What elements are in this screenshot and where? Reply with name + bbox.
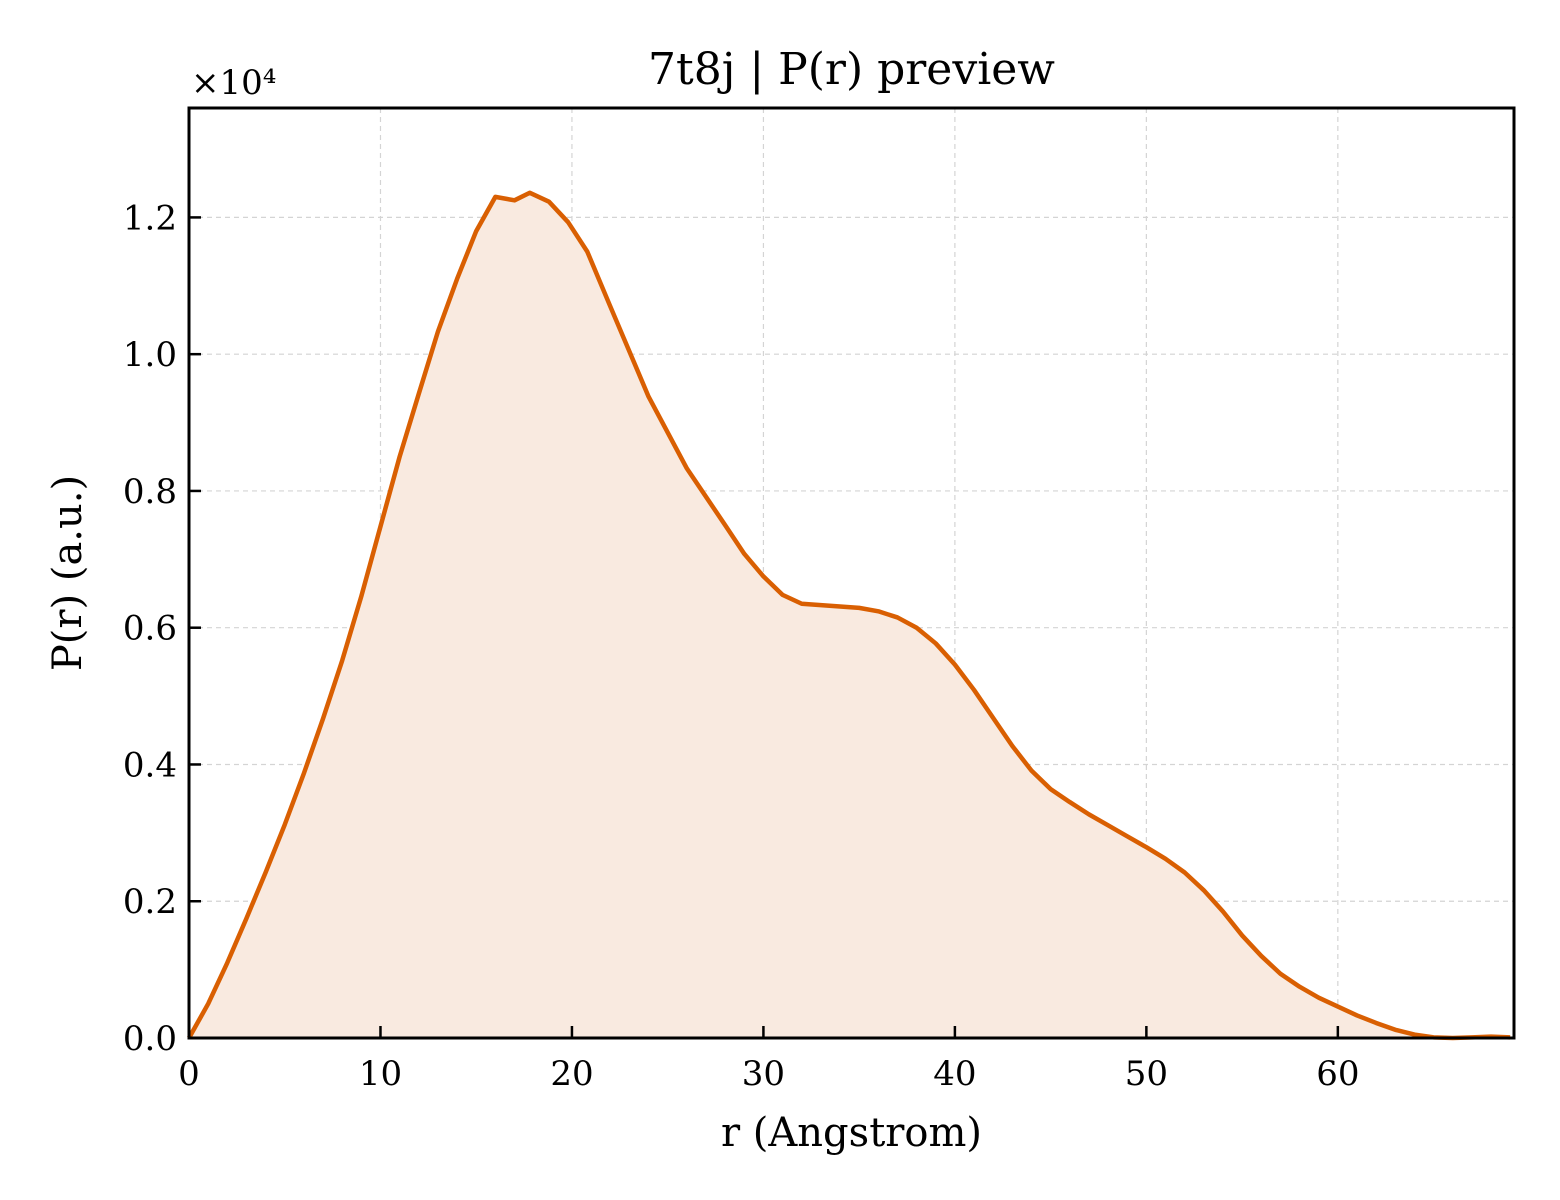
x-tick-label: 20 — [550, 1054, 593, 1094]
x-tick-label: 50 — [1125, 1054, 1168, 1094]
pr-area-fill — [189, 192, 1511, 1039]
tick-labels: 0 10 20 30 40 50 60 0.0 0.2 0.4 0.6 0.8 1.0 1.2 — [123, 198, 1360, 1094]
axis-ticks — [187, 216, 1340, 1040]
y-tick-label: 0.2 — [123, 882, 177, 922]
y-tick-label: 1.2 — [123, 198, 177, 238]
plot-frame — [187, 106, 1516, 1040]
x-tick-label: 60 — [1316, 1054, 1359, 1094]
x-tick-label: 30 — [742, 1054, 785, 1094]
y-tick-label: 0.8 — [123, 472, 177, 512]
y-offset-label: ×10⁴ — [191, 63, 276, 103]
x-tick-label: 10 — [359, 1054, 402, 1094]
y-axis-label: P(r) (a.u.) — [45, 475, 91, 671]
y-tick-label: 1.0 — [123, 335, 177, 375]
pr-series-line — [187, 190, 1511, 1041]
y-tick-label: 0.6 — [123, 609, 177, 649]
x-tick-label: 40 — [933, 1054, 976, 1094]
y-tick-label: 0.4 — [123, 745, 177, 785]
x-tick-label: 0 — [178, 1054, 200, 1094]
chart-title: 7t8j | P(r) preview — [648, 44, 1055, 95]
y-tick-label: 0.0 — [123, 1019, 177, 1059]
x-axis-label: r (Angstrom) — [721, 1110, 982, 1156]
